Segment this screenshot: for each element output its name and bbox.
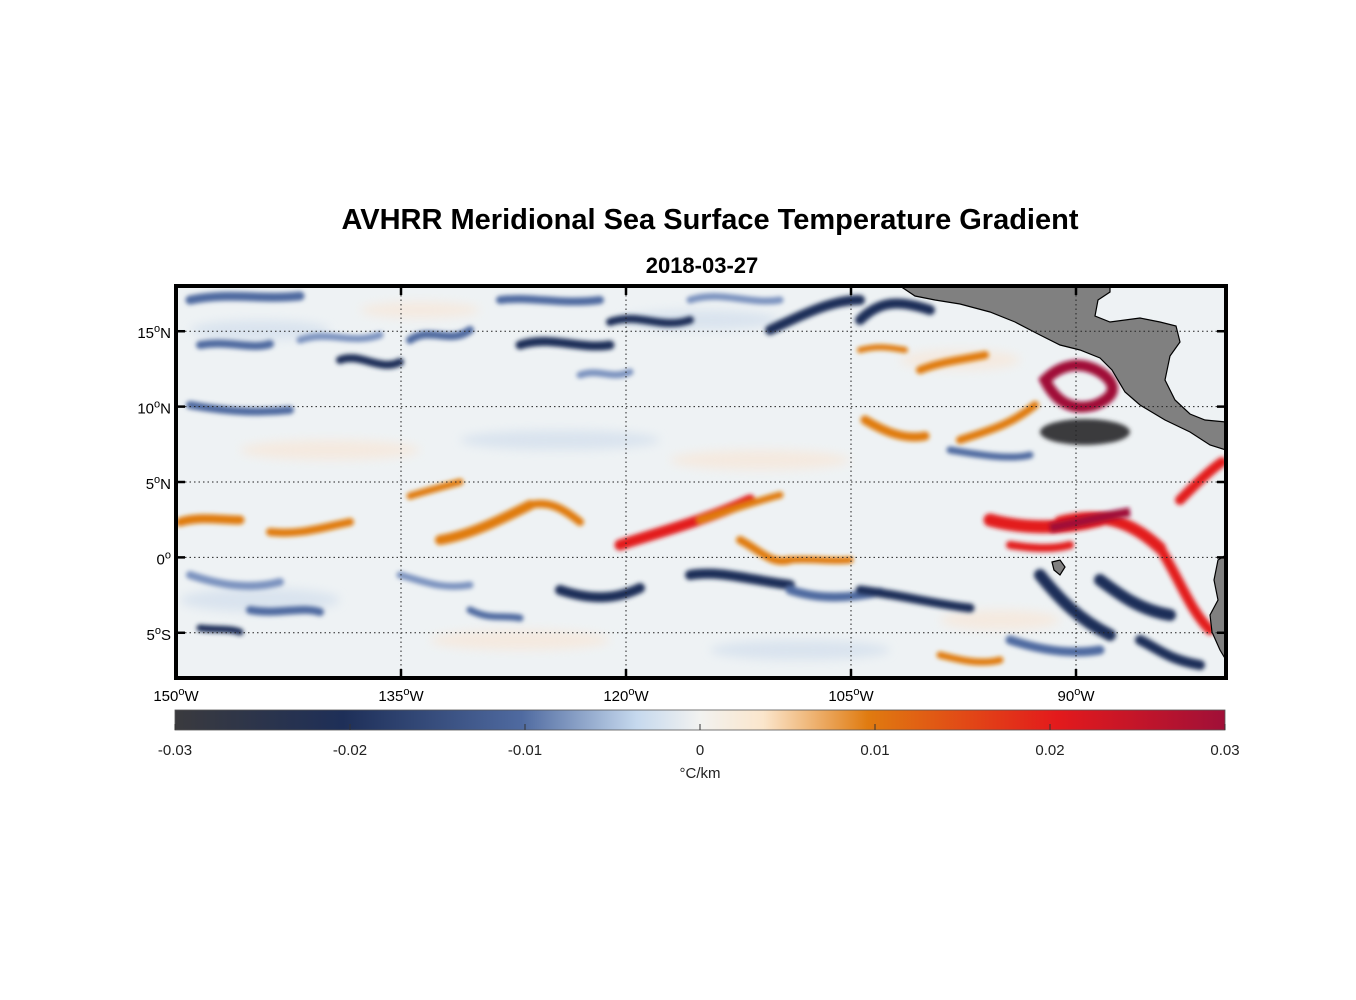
colorbar-tick-label: 0 <box>696 742 704 759</box>
lon-tick-label: 150oW <box>153 686 199 705</box>
colorbar-tick-label: -0.01 <box>508 742 542 759</box>
lat-tick-label: 0o <box>157 549 171 568</box>
lon-tick-label: 120oW <box>603 686 649 705</box>
chart-title: AVHRR Meridional Sea Surface Temperature… <box>341 204 1079 236</box>
ocean-background <box>176 286 1226 678</box>
land-mexico <box>898 286 1226 451</box>
lon-tick-label: 90oW <box>1058 686 1096 705</box>
colorbar-tick-label: -0.02 <box>333 742 367 759</box>
longitude-axis: 150oW 135oW 120oW 105oW 90oW <box>153 286 1095 705</box>
colorbar-tick-label: 0.03 <box>1210 742 1239 759</box>
lat-tick-label: 5oS <box>147 625 171 644</box>
colorbar-tick-label: 0.02 <box>1035 742 1064 759</box>
lat-tick-label: 10oN <box>137 399 171 418</box>
negative-gradient-streaks <box>185 291 1205 670</box>
colorbar-tick-label: -0.03 <box>158 742 192 759</box>
colorbar-label: °C/km <box>680 765 721 782</box>
colorbar: -0.03 -0.02 -0.01 0 0.01 0.02 0.03 °C/km <box>158 709 1240 782</box>
lon-tick-label: 105oW <box>828 686 874 705</box>
strong-positive-core <box>1038 359 1118 413</box>
strong-negative-core <box>1040 419 1130 445</box>
land-galapagos <box>1051 559 1066 576</box>
chart-subtitle: 2018-03-27 <box>645 253 759 278</box>
gradient-field <box>176 286 1226 678</box>
colorbar-ticks: -0.03 -0.02 -0.01 0 0.01 0.02 0.03 <box>158 724 1240 759</box>
lat-tick-label: 15oN <box>137 323 171 342</box>
equatorial-positive-core <box>1049 507 1131 533</box>
colorbar-tick-label: 0.01 <box>860 742 889 759</box>
latitude-axis: 15oN 10oN 5oN 0o 5oS <box>137 323 1226 644</box>
lon-tick-label: 135oW <box>378 686 424 705</box>
lat-tick-label: 5oN <box>146 474 171 493</box>
